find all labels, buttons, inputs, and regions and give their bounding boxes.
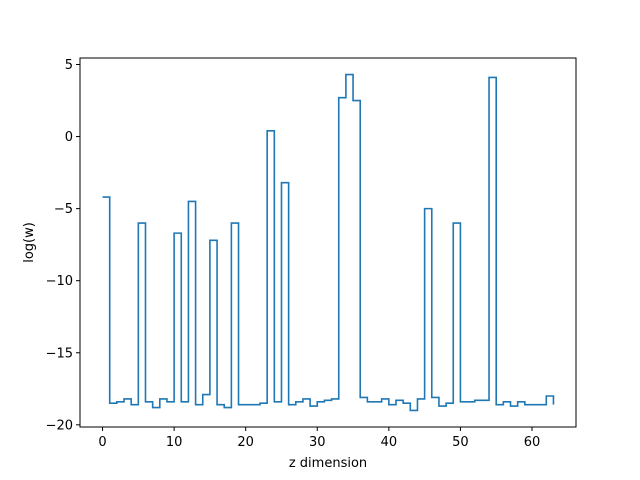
x-tick-label: 60: [524, 435, 541, 450]
y-tick-label: −15: [46, 346, 73, 361]
y-tick-label: −5: [54, 202, 73, 217]
axes-frame: [79, 57, 577, 428]
x-tick-label: 10: [166, 435, 183, 450]
series-step-line: [102, 73, 555, 412]
x-tick-label: 30: [309, 435, 326, 450]
y-tick-label: −20: [46, 418, 73, 433]
x-tick-label: 20: [237, 435, 254, 450]
x-axis-label: z dimension: [289, 456, 367, 471]
y-tick-label: −10: [46, 274, 73, 289]
x-tick-label: 50: [452, 435, 469, 450]
x-tick-label: 40: [381, 435, 398, 450]
y-axis-label: log(w): [22, 222, 37, 263]
y-tick-label: 0: [65, 130, 73, 145]
plot-layer: [102, 73, 555, 412]
y-tick-label: 5: [65, 58, 73, 73]
ticks-layer: 0 10 20 30 40 50 60 −20 −15 −10 −5 0 5: [46, 58, 541, 450]
x-tick-label: 0: [98, 435, 106, 450]
